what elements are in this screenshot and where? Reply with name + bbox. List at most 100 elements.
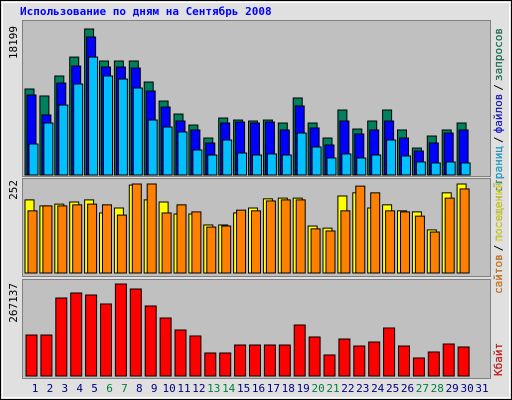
x-tick-label: 26	[401, 382, 414, 395]
bar	[206, 226, 217, 274]
x-tick-label: 16	[252, 382, 265, 395]
bar	[368, 341, 381, 377]
bar	[177, 131, 188, 176]
bar	[429, 231, 440, 274]
x-tick-label: 28	[431, 382, 444, 395]
bar	[400, 211, 410, 274]
bar	[88, 56, 99, 176]
x-tick-label: 17	[267, 382, 280, 395]
bar	[43, 122, 54, 176]
bar	[146, 183, 157, 274]
bar	[460, 162, 471, 176]
bar	[263, 344, 276, 377]
bar	[311, 146, 322, 176]
x-tick-label: 25	[386, 382, 399, 395]
bar	[28, 143, 39, 176]
bar	[42, 205, 53, 274]
bar	[266, 153, 277, 176]
bar	[325, 230, 336, 274]
legend-separator: /	[492, 136, 505, 143]
bar	[293, 324, 306, 377]
x-tick-label: 13	[207, 382, 220, 395]
bar	[117, 78, 128, 176]
bar	[237, 152, 248, 176]
y-tick-label: 18199	[7, 26, 20, 59]
x-tick-label: 10	[162, 382, 175, 395]
bar	[430, 162, 441, 176]
legend: страниц / файлов / запросов	[492, 28, 505, 192]
legend: сайтов / посещений	[492, 182, 505, 294]
bar	[251, 210, 261, 274]
bar	[72, 204, 83, 274]
bar	[176, 204, 187, 274]
bar	[85, 294, 98, 377]
bar	[189, 335, 202, 377]
bar	[412, 357, 425, 377]
bar	[385, 210, 396, 274]
bar	[159, 317, 172, 377]
bar	[129, 288, 142, 377]
bar	[355, 185, 366, 274]
bar	[386, 139, 397, 176]
legend-separator: /	[492, 245, 505, 252]
x-tick-label: 9	[151, 382, 158, 395]
bar	[57, 205, 68, 274]
legend-entry: посещений	[492, 182, 505, 242]
x-tick-label: 4	[76, 382, 83, 395]
x-tick-label: 22	[341, 382, 354, 395]
legend-entry: страниц	[492, 146, 505, 192]
x-tick-label: 19	[297, 382, 310, 395]
bar	[252, 154, 262, 176]
x-tick-label: 7	[121, 382, 128, 395]
bar	[40, 334, 53, 377]
bar	[147, 119, 158, 176]
bar	[249, 344, 261, 377]
bar	[444, 197, 455, 274]
bar	[207, 154, 218, 176]
bar	[234, 344, 247, 377]
x-tick-label: 5	[91, 382, 98, 395]
bar	[398, 345, 410, 377]
bar	[131, 183, 142, 274]
y-tick-label: 252	[7, 180, 20, 200]
chart-title: Использование по дням на Сентябрь 2008	[20, 5, 272, 18]
bar	[219, 352, 232, 377]
bar	[427, 351, 440, 377]
bar	[415, 161, 426, 176]
bar	[353, 345, 366, 377]
bar	[204, 352, 217, 377]
x-tick-label: 27	[416, 382, 429, 395]
bar	[162, 126, 173, 176]
bar	[132, 87, 143, 176]
y-tick-label: 267137	[7, 283, 20, 323]
x-tick-label: 31	[475, 382, 488, 395]
bar	[340, 210, 351, 274]
bar	[116, 214, 127, 274]
x-tick-label: 30	[460, 382, 473, 395]
bar	[191, 211, 202, 274]
bar	[338, 338, 351, 377]
x-tick-label: 1	[32, 382, 39, 395]
x-tick-label: 12	[192, 382, 205, 395]
bar	[414, 215, 425, 274]
bar	[326, 157, 337, 176]
bar	[295, 199, 306, 274]
bar	[371, 154, 382, 176]
bar	[265, 200, 276, 274]
x-tick-label: 6	[106, 382, 113, 395]
bar	[58, 104, 69, 176]
bar	[308, 336, 321, 377]
bar	[278, 344, 291, 377]
x-tick-label: 23	[356, 382, 369, 395]
x-tick-label: 2	[47, 382, 54, 395]
legend-entry: сайтов	[492, 254, 505, 294]
legend: Кбайт	[492, 343, 505, 376]
bar	[55, 297, 68, 377]
bar	[73, 83, 84, 176]
x-tick-label: 11	[177, 382, 190, 395]
bar	[370, 192, 381, 274]
bar	[174, 329, 187, 377]
bar	[341, 153, 352, 176]
bar	[221, 225, 232, 274]
bar	[25, 334, 38, 377]
